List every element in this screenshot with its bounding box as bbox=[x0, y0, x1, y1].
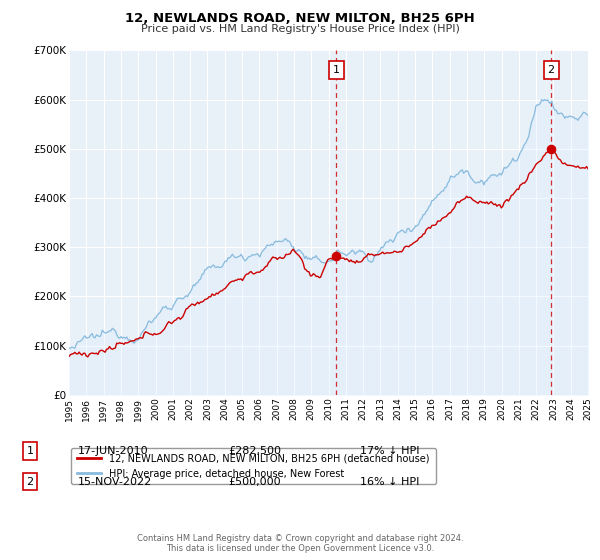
Text: 1: 1 bbox=[333, 65, 340, 75]
Text: Contains HM Land Registry data © Crown copyright and database right 2024.
This d: Contains HM Land Registry data © Crown c… bbox=[137, 534, 463, 553]
Text: 17-JUN-2010: 17-JUN-2010 bbox=[78, 446, 149, 456]
Text: 2: 2 bbox=[548, 65, 555, 75]
Text: 16% ↓ HPI: 16% ↓ HPI bbox=[360, 477, 419, 487]
Text: £500,000: £500,000 bbox=[228, 477, 281, 487]
Text: 12, NEWLANDS ROAD, NEW MILTON, BH25 6PH: 12, NEWLANDS ROAD, NEW MILTON, BH25 6PH bbox=[125, 12, 475, 25]
Text: £282,500: £282,500 bbox=[228, 446, 281, 456]
Point bbox=[547, 144, 556, 153]
Point bbox=[332, 251, 341, 260]
Text: 1: 1 bbox=[26, 446, 34, 456]
Text: 15-NOV-2022: 15-NOV-2022 bbox=[78, 477, 152, 487]
Text: Price paid vs. HM Land Registry's House Price Index (HPI): Price paid vs. HM Land Registry's House … bbox=[140, 24, 460, 34]
Legend: 12, NEWLANDS ROAD, NEW MILTON, BH25 6PH (detached house), HPI: Average price, de: 12, NEWLANDS ROAD, NEW MILTON, BH25 6PH … bbox=[71, 448, 436, 484]
Text: 17% ↓ HPI: 17% ↓ HPI bbox=[360, 446, 419, 456]
Text: 2: 2 bbox=[26, 477, 34, 487]
